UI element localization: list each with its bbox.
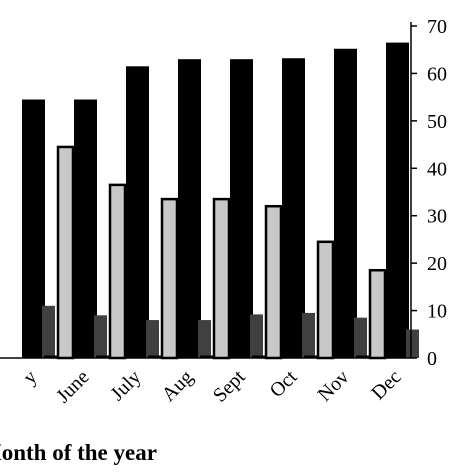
- bar-dec-series-3: [386, 42, 409, 358]
- x-tick-label-oct: Oct: [266, 366, 302, 402]
- bar-aug-series-4: [198, 320, 211, 358]
- bar-may-series-3: [22, 99, 45, 358]
- x-axis-label: Month of the year: [0, 440, 157, 465]
- bar-july-series-1: [96, 355, 116, 358]
- x-tick-label-june: June: [52, 366, 94, 408]
- bar-aug-series-1: [148, 355, 168, 358]
- bar-june-series-2: [56, 145, 75, 360]
- bar-july-series-3: [126, 66, 149, 359]
- bar-dec-series-1: [356, 355, 376, 358]
- bar-sept-series-4: [250, 314, 263, 358]
- y-tick-label: 10: [427, 301, 447, 323]
- bar-june-series-1: [44, 355, 64, 358]
- bar-june-series-4: [94, 315, 107, 358]
- bar-dec-series-4: [406, 329, 419, 358]
- x-tick-label-sept: Sept: [209, 366, 250, 407]
- y-tick-label: 60: [427, 63, 447, 85]
- bar-sept-series-1: [200, 355, 220, 358]
- y-tick-label: 70: [427, 16, 447, 38]
- bar-may-series-4: [42, 305, 55, 358]
- bar-aug-series-2: [160, 197, 179, 360]
- bar-nov-series-3: [334, 48, 357, 358]
- y-tick-label: 20: [427, 253, 447, 275]
- bar-oct-series-4: [302, 312, 315, 358]
- bar-nov-series-2: [316, 240, 335, 360]
- x-tick-label-aug: Aug: [158, 366, 198, 406]
- bars-layer: [22, 42, 419, 360]
- bar-june-series-3: [74, 99, 97, 358]
- bar-oct-series-1: [252, 355, 272, 358]
- bar-nov-series-1: [304, 355, 324, 358]
- bar-july-series-2: [108, 183, 127, 360]
- bar-oct-series-2: [264, 204, 283, 360]
- bar-sept-series-3: [230, 59, 253, 358]
- x-axis-ticks: y June July Aug Sept Oct Nov Dec: [19, 366, 406, 408]
- y-tick-label: 30: [427, 206, 447, 228]
- y-axis-ticks: 0 10 20 30 40 50 60 70: [411, 16, 447, 370]
- bar-nov-series-4: [354, 317, 367, 358]
- bar-aug-series-3: [178, 59, 201, 358]
- y-tick-label: 50: [427, 111, 447, 133]
- bar-sept-series-2: [212, 197, 231, 360]
- bar-july-series-4: [146, 320, 159, 358]
- x-tick-label-nov: Nov: [314, 366, 354, 406]
- x-tick-label-may: y: [19, 366, 42, 389]
- y-tick-label: 0: [427, 348, 437, 370]
- bar-dec-series-2: [368, 269, 387, 360]
- x-tick-label-july: July: [106, 366, 145, 405]
- x-tick-label-dec: Dec: [367, 366, 405, 404]
- y-tick-label: 40: [427, 158, 447, 180]
- bar-oct-series-3: [282, 58, 305, 358]
